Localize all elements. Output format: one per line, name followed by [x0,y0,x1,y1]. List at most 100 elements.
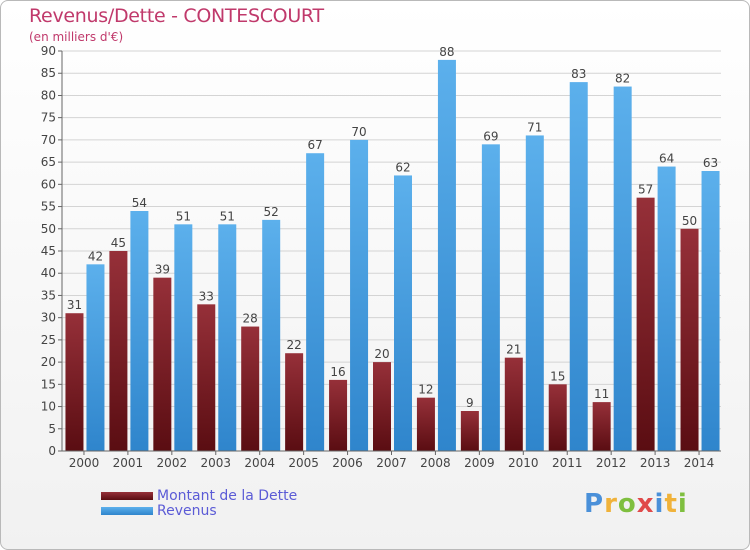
y-tick-label: 5 [48,422,56,436]
y-tick-label: 50 [41,222,56,236]
legend-item-debt: Montant de la Dette [101,488,297,504]
bar-debt [241,326,260,451]
y-tick-label: 55 [41,200,56,214]
logo-letter: o [617,489,637,519]
logo-letter: i [654,489,665,519]
data-label-revenue: 52 [264,205,279,219]
x-tick-label: 2004 [244,456,275,470]
bar-revenue [569,82,588,451]
data-label-revenue: 63 [703,156,718,170]
bar-debt [197,304,216,451]
data-label-revenue: 62 [395,160,410,174]
logo-letter: r [604,489,618,519]
data-label-debt: 12 [418,383,433,397]
x-tick-label: 2010 [508,456,539,470]
data-label-debt: 45 [111,236,126,250]
data-label-debt: 20 [374,347,389,361]
y-tick-label: 45 [41,244,56,258]
y-tick-label: 60 [41,177,56,191]
x-tick-label: 2007 [376,456,407,470]
bar-revenue [437,59,456,452]
data-label-debt: 21 [506,343,521,357]
bar-revenue [218,224,237,451]
x-tick-label: 2006 [332,456,363,470]
bar-debt [460,411,479,451]
bar-revenue [701,171,720,451]
bar-revenue [130,211,149,451]
bar-debt [65,313,84,451]
bar-revenue [174,224,193,451]
bar-revenue [394,175,412,451]
bar-debt [680,228,699,451]
bar-debt [548,384,567,451]
x-tick-label: 2005 [288,456,319,470]
logo-letter: t [664,489,678,519]
bar-revenue [481,144,500,452]
data-label-revenue: 82 [615,72,630,86]
y-tick-label: 65 [41,155,56,169]
legend-swatch-debt [101,491,153,500]
y-tick-label: 0 [48,444,56,458]
data-label-debt: 50 [682,214,697,228]
chart-subtitle: (en milliers d'€) [29,30,124,44]
y-tick-label: 40 [41,266,56,280]
bar-debt [153,277,172,451]
bar-revenue [262,219,281,451]
x-tick-label: 2011 [552,456,583,470]
data-label-debt: 16 [330,365,345,379]
x-tick-label: 2008 [420,456,451,470]
data-label-debt: 15 [550,369,565,383]
bar-debt [636,197,655,451]
data-label-debt: 11 [594,387,609,401]
x-tick-label: 2014 [684,456,715,470]
bar-revenue [525,135,544,451]
data-label-debt: 31 [67,298,82,312]
y-tick-label: 90 [41,44,56,58]
data-label-debt: 9 [466,396,474,410]
data-label-revenue: 54 [132,196,147,210]
y-tick-label: 10 [41,400,56,414]
x-tick-label: 2012 [596,456,627,470]
data-label-revenue: 69 [483,129,498,143]
bar-revenue [657,166,676,452]
bar-debt [504,357,523,451]
data-label-revenue: 83 [571,67,586,81]
legend-item-revenue: Revenus [101,503,297,519]
bar-revenue [86,264,105,451]
data-label-revenue: 70 [351,125,366,139]
data-label-revenue: 51 [176,209,191,223]
x-tick-label: 2009 [464,456,495,470]
bar-debt [329,379,348,451]
legend-swatch-revenue [101,506,153,515]
logo-letter: P [584,489,605,519]
data-label-debt: 28 [243,312,258,326]
y-tick-label: 35 [41,288,56,302]
bar-debt [109,251,128,451]
x-tick-label: 2001 [113,456,144,470]
y-tick-label: 75 [41,111,56,125]
y-tick-label: 15 [41,377,56,391]
bar-revenue [350,139,369,451]
y-tick-label: 25 [41,333,56,347]
data-label-revenue: 88 [439,45,454,59]
y-axis-ticks: 0 5 10 15 20 25 30 35 40 45 50 55 60 65 70 75 80 85 90 [41,44,62,458]
data-label-debt: 39 [155,263,170,277]
bar-revenue [613,86,632,452]
y-tick-label: 80 [41,88,56,102]
y-tick-label: 85 [41,66,56,80]
bars: 31 42 45 54 39 51 33 51 28 52 22 67 16 70 20 62 12 88 9 69 2… [65,45,720,452]
logo-letter: i [677,489,688,519]
data-label-revenue: 64 [659,152,674,166]
y-tick-label: 30 [41,311,56,325]
logo-letter: x [636,489,655,519]
data-label-debt: 57 [638,183,653,197]
data-label-revenue: 71 [527,120,542,134]
x-tick-label: 2000 [69,456,100,470]
chart-title: Revenus/Dette - CONTESCOURT [29,5,324,27]
data-label-debt: 33 [199,289,214,303]
x-tick-label: 2013 [640,456,671,470]
x-tick-label: 2003 [200,456,231,470]
data-label-revenue: 51 [220,209,235,223]
